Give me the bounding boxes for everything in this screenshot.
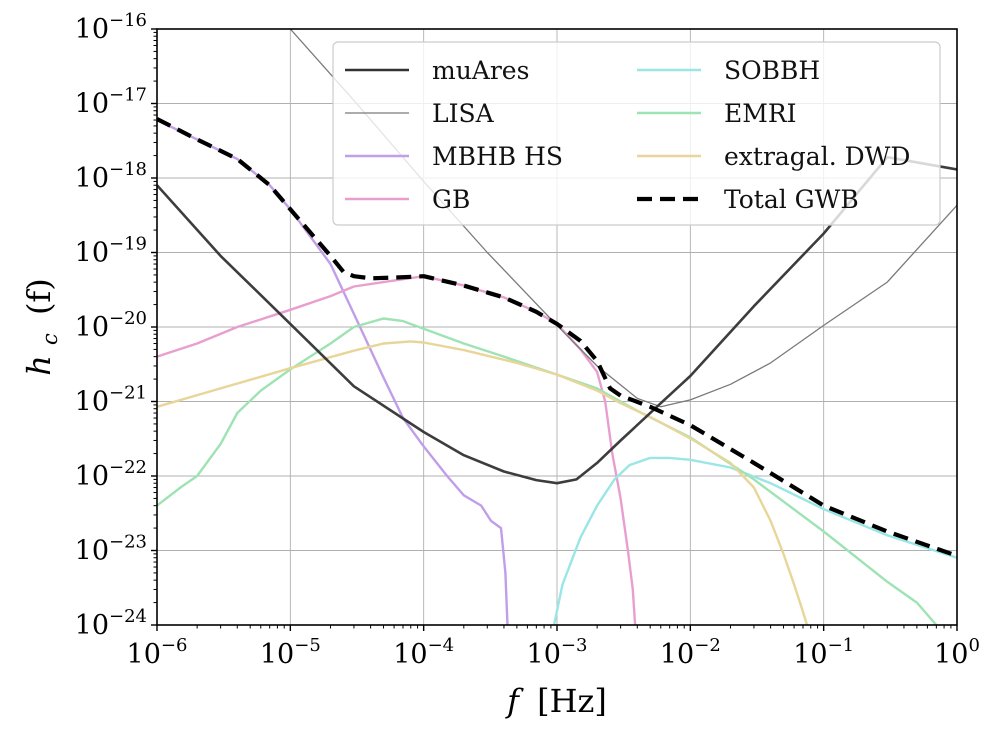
x-tick-base: 10 bbox=[393, 639, 427, 670]
y-tick-label: 10−24 bbox=[75, 606, 147, 641]
y-tick-label: 10−19 bbox=[75, 234, 147, 269]
y-tick-label: 10−17 bbox=[75, 85, 147, 120]
y-tick-base: 10 bbox=[75, 461, 109, 492]
x-tick-label: 10−6 bbox=[127, 635, 188, 670]
legend-label-mbhb-hs: MBHB HS bbox=[432, 142, 563, 171]
legend-label-muares: muAres bbox=[432, 56, 529, 85]
x-tick-exponent: 0 bbox=[968, 635, 979, 656]
x-tick-exponent: −2 bbox=[694, 635, 721, 656]
series-line-sobbh bbox=[552, 456, 957, 625]
series-line-total-gwb bbox=[157, 117, 957, 558]
x-tick-exponent: −3 bbox=[561, 635, 588, 656]
y-tick-base: 10 bbox=[75, 610, 109, 641]
x-tick-base: 10 bbox=[934, 639, 968, 670]
y-tick-base: 10 bbox=[75, 312, 109, 343]
y-tick-exponent: −17 bbox=[109, 85, 147, 106]
legend-label-gb: GB bbox=[432, 185, 470, 214]
x-tick-base: 10 bbox=[660, 639, 694, 670]
y-tick-exponent: −24 bbox=[109, 606, 147, 627]
x-tick-exponent: −6 bbox=[161, 635, 188, 656]
legend-label-total-gwb: Total GWB bbox=[724, 185, 859, 214]
y-tick-label: 10−20 bbox=[75, 308, 147, 343]
y-axis-subscript: c bbox=[38, 333, 62, 345]
x-tick-label: 10−3 bbox=[527, 635, 588, 670]
legend: muAres LISA MBHB HS GB SOBBH EMRI extragal. DW… bbox=[332, 41, 941, 226]
y-tick-label: 10−23 bbox=[75, 532, 147, 567]
x-tick-exponent: −5 bbox=[294, 635, 321, 656]
legend-box bbox=[332, 41, 941, 226]
x-axis-label: f [Hz] bbox=[505, 682, 607, 720]
x-tick-exponent: −1 bbox=[828, 635, 855, 656]
y-tick-exponent: −16 bbox=[109, 10, 147, 31]
y-tick-base: 10 bbox=[75, 14, 109, 45]
x-tick-label: 100 bbox=[934, 635, 980, 670]
series-line-extragal-dwd bbox=[157, 340, 809, 625]
series-line-muares bbox=[157, 155, 957, 485]
y-tick-exponent: −21 bbox=[109, 383, 147, 404]
x-tick-base: 10 bbox=[793, 639, 827, 670]
x-tick-label: 10−4 bbox=[393, 635, 454, 670]
y-tick-label: 10−16 bbox=[75, 10, 147, 45]
x-axis-unit: [Hz] bbox=[537, 682, 607, 720]
y-tick-base: 10 bbox=[75, 387, 109, 418]
y-tick-exponent: −22 bbox=[109, 457, 147, 478]
series-lines bbox=[157, 29, 957, 625]
legend-label-sobbh: SOBBH bbox=[724, 56, 820, 85]
y-tick-base: 10 bbox=[75, 89, 109, 120]
y-tick-base: 10 bbox=[75, 163, 109, 194]
x-axis-symbol: f bbox=[505, 682, 524, 720]
y-tick-base: 10 bbox=[75, 536, 109, 567]
x-tick-base: 10 bbox=[127, 639, 161, 670]
x-tick-label: 10−1 bbox=[793, 635, 854, 670]
axis-ticks: 10−6 10−5 10−4 10−3 10−2 10−1 10010−2410−2310−… bbox=[75, 10, 980, 670]
x-tick-base: 10 bbox=[527, 639, 561, 670]
x-tick-label: 10−5 bbox=[260, 635, 321, 670]
y-axis-symbol: h bbox=[20, 355, 58, 376]
legend-label-lisa: LISA bbox=[432, 99, 495, 128]
y-tick-exponent: −19 bbox=[109, 234, 147, 255]
x-tick-exponent: −4 bbox=[428, 635, 455, 656]
y-tick-exponent: −23 bbox=[109, 532, 147, 553]
x-tick-label: 10−2 bbox=[660, 635, 721, 670]
series-line-emri bbox=[157, 317, 938, 625]
legend-label-extragal-dwd: extragal. DWD bbox=[724, 142, 910, 171]
legend-label-emri: EMRI bbox=[724, 99, 797, 128]
y-tick-exponent: −20 bbox=[109, 308, 147, 329]
y-tick-label: 10−18 bbox=[75, 159, 147, 194]
y-axis-argument: (f) bbox=[20, 278, 58, 315]
y-tick-label: 10−22 bbox=[75, 457, 147, 492]
x-tick-base: 10 bbox=[260, 639, 294, 670]
y-tick-label: 10−21 bbox=[75, 383, 147, 418]
y-axis-label: h c (f) bbox=[20, 278, 65, 376]
y-tick-base: 10 bbox=[75, 238, 109, 269]
y-tick-exponent: −18 bbox=[109, 159, 147, 180]
